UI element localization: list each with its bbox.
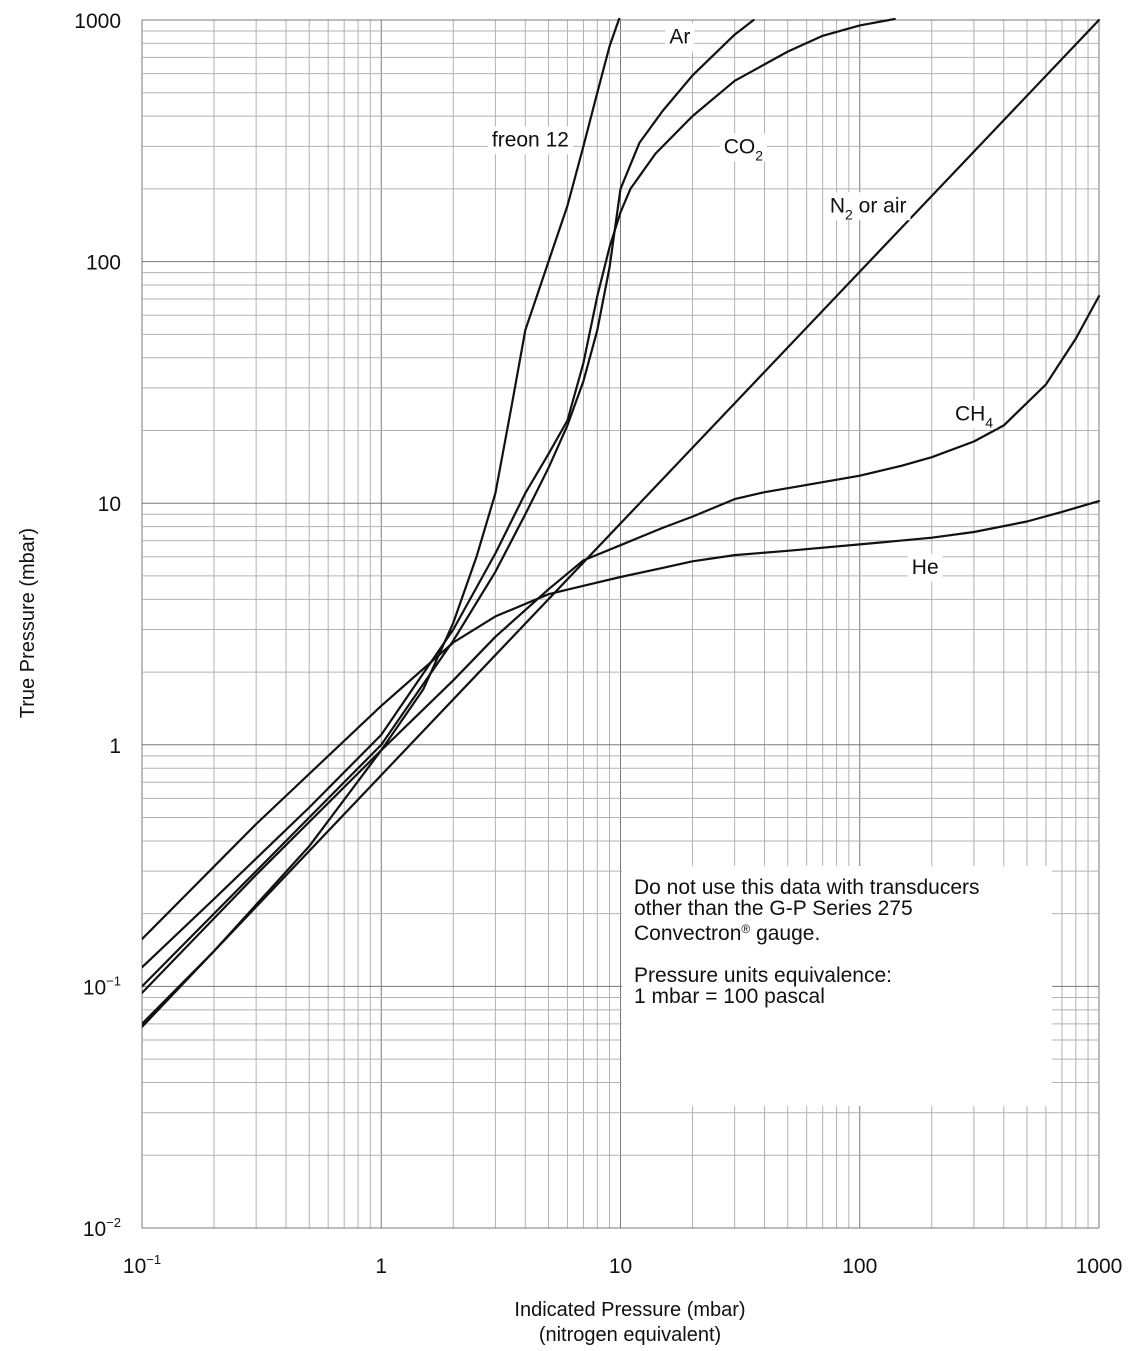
note-background xyxy=(622,866,1052,1106)
y-tick-label: 1000 xyxy=(74,10,121,33)
x-tick-label: 1000 xyxy=(1076,1255,1123,1278)
series-label-bg-freon-12 xyxy=(487,126,573,155)
registered-mark: ® xyxy=(741,922,751,936)
y-tick-label: 10−2 xyxy=(83,1215,121,1241)
series-label-bg-ar xyxy=(665,23,695,52)
note-line-3: Convectron® gauge. xyxy=(634,919,1054,944)
series-label-bg-n2-or-air xyxy=(825,192,911,221)
x-tick-label: 10−1 xyxy=(123,1252,161,1278)
series-line-n2-or-air xyxy=(142,18,1101,1029)
series-label-freon-12: freon 12 xyxy=(492,128,569,151)
y-tick-label: 100 xyxy=(86,252,121,275)
note-line-1: Do not use this data with transducers xyxy=(634,876,980,899)
y-tick-label: 1 xyxy=(109,735,121,758)
series-line-ch4 xyxy=(142,295,1101,995)
x-tick-label: 100 xyxy=(842,1255,877,1278)
x-axis-title: Indicated Pressure (mbar) xyxy=(514,1299,745,1321)
note-line-3-text: Convectron xyxy=(634,922,742,945)
x-axis-subtitle: (nitrogen equivalent) xyxy=(539,1324,721,1346)
curve-labels: freon 12 Ar CO2 N2 or air CH4 He xyxy=(487,23,998,582)
note-line-3-end: gauge. xyxy=(750,922,821,945)
note-line-2: other than the G-P Series 275 xyxy=(634,897,913,920)
usage-note: Do not use this data with transducers ot… xyxy=(634,877,1054,1007)
series-label-he: He xyxy=(912,556,939,579)
series-label-ch4: CH4 xyxy=(955,402,993,430)
series-line-he xyxy=(142,500,1101,941)
x-tick-label: 1 xyxy=(375,1255,387,1278)
series-label-ar: Ar xyxy=(669,25,690,48)
y-tick-label: 10−1 xyxy=(83,973,121,999)
series-line-ar xyxy=(142,18,755,988)
curves xyxy=(142,18,1101,1029)
x-tick-labels: 10−1 1 10 100 1000 xyxy=(123,1252,1122,1278)
y-axis-title: True Pressure (mbar) xyxy=(17,528,39,718)
series-label-bg-he xyxy=(907,553,943,582)
series-line-freon-12 xyxy=(142,18,621,1025)
y-tick-labels: 10−2 10−1 1 10 100 1000 xyxy=(74,10,121,1241)
note-line-4: Pressure units equivalence: xyxy=(634,964,892,987)
series-label-co2: CO2 xyxy=(724,136,764,164)
series-label-n2-or-air: N2 or air xyxy=(830,194,907,222)
series-line-co2 xyxy=(142,18,896,969)
x-tick-label: 10 xyxy=(609,1255,632,1278)
series-label-bg-co2 xyxy=(719,133,768,162)
y-tick-label: 10 xyxy=(98,493,121,516)
note-line-5: 1 mbar = 100 pascal xyxy=(634,985,825,1008)
series-label-bg-ch4 xyxy=(950,400,998,429)
